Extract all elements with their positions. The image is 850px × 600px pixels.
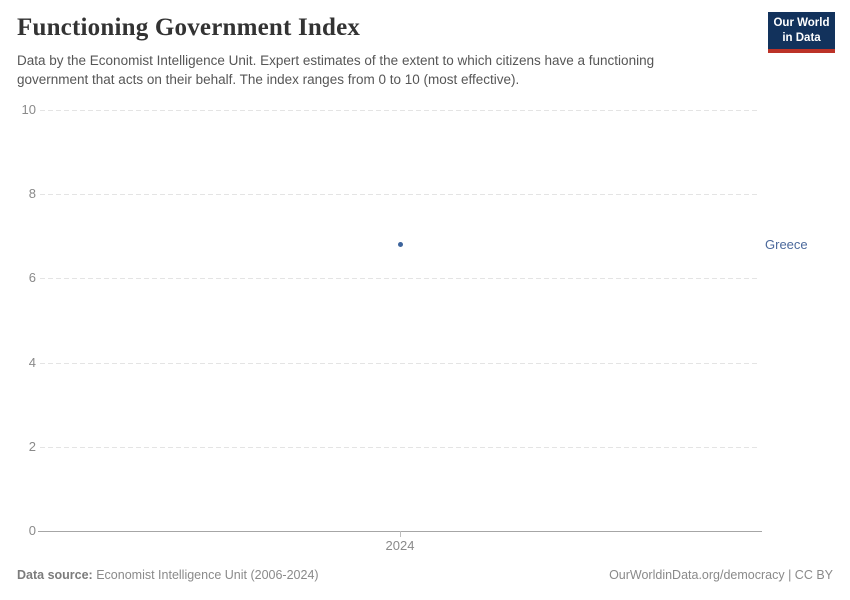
data-source-label: Data source: <box>17 568 93 582</box>
data-source-text: Economist Intelligence Unit (2006-2024) <box>96 568 319 582</box>
y-tick-label: 6 <box>28 270 36 286</box>
gridline <box>40 278 760 280</box>
y-axis-labels: 0 2 4 6 8 10 <box>0 0 36 600</box>
gridline <box>40 446 760 448</box>
y-tick-label: 0 <box>28 523 36 538</box>
attribution-link[interactable]: OurWorldinData.org/democracy | CC BY <box>609 568 833 582</box>
gridline <box>40 362 760 364</box>
y-tick-label: 8 <box>28 186 36 202</box>
gridline <box>40 194 760 196</box>
y-tick-label: 4 <box>28 354 36 370</box>
data-source: Data source: Economist Intelligence Unit… <box>17 568 319 582</box>
series-label-greece[interactable]: Greece <box>765 236 808 252</box>
chart-title: Functioning Government Index <box>17 14 361 41</box>
data-point-greece[interactable] <box>397 242 403 248</box>
y-tick-label: 10 <box>21 102 36 117</box>
logo-line1: Our World <box>773 16 830 29</box>
y-tick-label: 2 <box>28 438 36 454</box>
chart-subtitle: Data by the Economist Intelligence Unit.… <box>17 53 655 87</box>
gridline <box>40 110 760 111</box>
x-tick-mark <box>399 531 401 537</box>
logo-line2: in Data <box>782 31 821 44</box>
plot-area: 2024 Greece <box>38 110 808 553</box>
chart-footer: Data source: Economist Intelligence Unit… <box>17 568 833 582</box>
owid-logo[interactable]: Our World in Data <box>768 12 835 53</box>
x-tick-label: 2024 <box>385 538 415 553</box>
